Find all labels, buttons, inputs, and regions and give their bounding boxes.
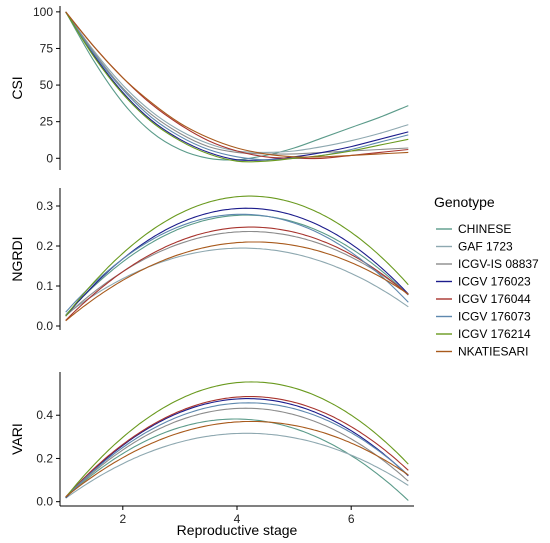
y-axis-label: NGRDI <box>9 236 25 281</box>
legend-label: ICGV-IS 08837 <box>458 257 539 271</box>
y-tick-label: 0.3 <box>36 199 53 213</box>
legend-label: CHINESE <box>458 222 511 236</box>
legend-item: CHINESE <box>436 222 511 236</box>
x-axis-label: Reproductive stage <box>177 522 298 538</box>
series-line-gaf-1723 <box>65 432 409 499</box>
series-line-icgv-176073 <box>65 11 409 161</box>
series-line-icgv-176044 <box>65 396 409 498</box>
series-line-icgv-is-08837 <box>65 407 409 498</box>
legend-item: ICGV-IS 08837 <box>436 257 539 271</box>
legend-item: ICGV 176073 <box>436 310 531 324</box>
series-line-icgv-176214 <box>65 195 409 317</box>
legend-label: ICGV 176023 <box>458 275 531 289</box>
y-tick-label: 50 <box>40 78 54 92</box>
legend-items: CHINESE GAF 1723 ICGV-IS 08837 ICGV 176023 I… <box>436 222 539 359</box>
y-tick-label: 0.1 <box>36 279 53 293</box>
legend-label: GAF 1723 <box>458 240 513 254</box>
panel-bottom: 0.0 0.2 0.4 2 4 6 VARI Reproductive stage <box>9 372 414 538</box>
legend-item: ICGV 176023 <box>436 275 531 289</box>
y-tick-label: 75 <box>40 41 54 55</box>
x-tick-label: 6 <box>348 512 355 526</box>
series-line-icgv-176073 <box>65 402 409 498</box>
y-tick-label: 100 <box>33 5 53 19</box>
series-line-icgv-176044 <box>65 226 409 321</box>
legend-label: NKATIESARI <box>458 345 528 359</box>
series-line-icgv-176214 <box>65 381 409 498</box>
legend-item: ICGV 176214 <box>436 327 531 341</box>
panel-top: 0 25 50 75 100 CSI <box>9 5 409 170</box>
chart-panels: 0 25 50 75 100 CSI 0.0 0.1 0.2 0.3 NGRDI 0.0 0.2 0.4 2… <box>9 5 414 538</box>
series-line-chinese <box>65 214 409 316</box>
series-line-icgv-is-08837 <box>65 230 409 317</box>
series-line-chinese <box>65 418 409 501</box>
y-axis-label: VARI <box>9 423 25 455</box>
y-tick-label: 0.0 <box>36 319 53 333</box>
legend-label: ICGV 176044 <box>458 292 531 306</box>
series-line-nkatiesari <box>65 241 409 322</box>
legend-label: ICGV 176214 <box>458 327 531 341</box>
y-tick-label: 0.2 <box>36 451 53 465</box>
series-line-icgv-176023 <box>65 11 409 161</box>
y-tick-label: 25 <box>40 115 54 129</box>
series-line-gaf-1723 <box>65 247 409 316</box>
legend-title: Genotype <box>434 194 495 210</box>
y-tick-label: 0 <box>46 151 53 165</box>
series-line-icgv-176214 <box>65 11 409 163</box>
series-line-nkatiesari <box>65 420 409 498</box>
y-tick-label: 0.4 <box>36 408 53 422</box>
legend-item: ICGV 176044 <box>436 292 531 306</box>
series-line-nkatiesari <box>65 11 409 158</box>
legend-label: ICGV 176073 <box>458 310 531 324</box>
x-tick-label: 2 <box>119 512 126 526</box>
series-line-icgv-176023 <box>65 398 409 499</box>
y-tick-label: 0.2 <box>36 239 53 253</box>
panel-middle: 0.0 0.1 0.2 0.3 NGRDI <box>9 188 409 333</box>
x-tick-label: 4 <box>234 512 241 526</box>
legend-item: NKATIESARI <box>436 345 528 359</box>
series-line-icgv-176073 <box>65 213 409 313</box>
y-tick-label: 0.0 <box>36 495 53 509</box>
legend-item: GAF 1723 <box>436 240 513 254</box>
series-line-icgv-176023 <box>65 207 409 317</box>
y-axis-label: CSI <box>9 76 25 99</box>
legend: Genotype CHINESE GAF 1723 ICGV-IS 08837 ICG… <box>434 194 539 359</box>
